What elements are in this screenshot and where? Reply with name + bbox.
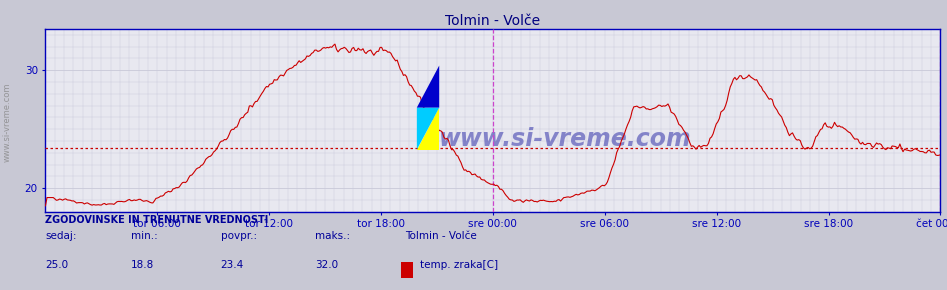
Title: Tolmin - Volče: Tolmin - Volče [445,14,541,28]
Text: povpr.:: povpr.: [221,231,257,241]
Text: maks.:: maks.: [315,231,350,241]
Text: www.si-vreme.com: www.si-vreme.com [3,82,12,162]
Text: 32.0: 32.0 [315,260,338,270]
Text: ZGODOVINSKE IN TRENUTNE VREDNOSTI: ZGODOVINSKE IN TRENUTNE VREDNOSTI [45,215,269,225]
Polygon shape [417,66,439,108]
Polygon shape [417,108,439,150]
Text: 25.0: 25.0 [45,260,68,270]
Text: temp. zraka[C]: temp. zraka[C] [420,260,497,270]
Polygon shape [417,108,439,150]
Text: Tolmin - Volče: Tolmin - Volče [405,231,477,241]
Text: min.:: min.: [131,231,157,241]
Text: 23.4: 23.4 [221,260,244,270]
Text: 18.8: 18.8 [131,260,154,270]
Text: sedaj:: sedaj: [45,231,77,241]
Text: www.si-vreme.com: www.si-vreme.com [439,127,692,151]
